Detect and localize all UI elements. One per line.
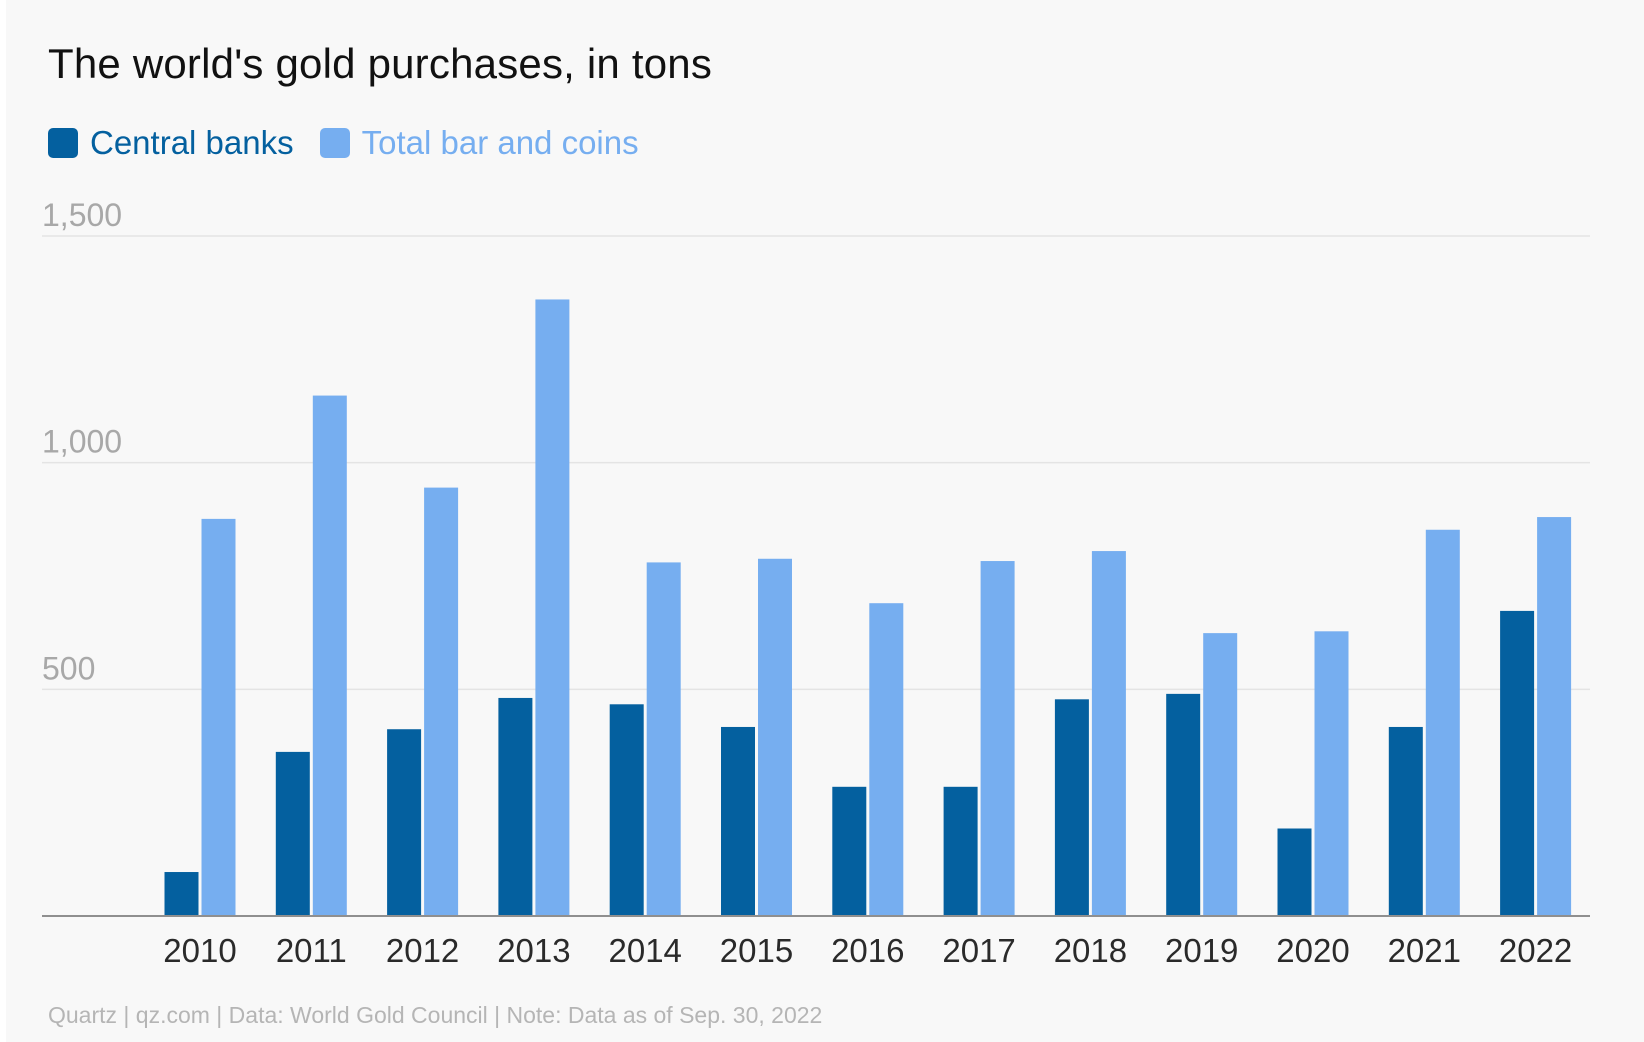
- bar-total-bar-coins-2013: [535, 299, 570, 916]
- bar-total-bar-coins-2018: [1091, 551, 1126, 916]
- bar-central-banks-2022: [1500, 610, 1535, 916]
- legend-swatch-central-banks: [48, 128, 78, 158]
- y-tick-label: 500: [42, 650, 95, 686]
- bar-central-banks-2016: [832, 786, 867, 916]
- bar-central-banks-2020: [1277, 828, 1312, 916]
- x-tick-label-2022: 2022: [1499, 932, 1572, 969]
- x-tick-label-2013: 2013: [497, 932, 570, 969]
- bar-central-banks-2019: [1166, 693, 1201, 916]
- legend-label-total-bar-coins: Total bar and coins: [361, 124, 639, 161]
- bar-central-banks-2018: [1054, 699, 1089, 916]
- bar-total-bar-coins-2015: [758, 558, 792, 916]
- bar-total-bar-coins-2012: [424, 487, 459, 916]
- legend-label-central-banks: Central banks: [90, 124, 294, 161]
- bar-total-bar-coins-2016: [869, 603, 904, 916]
- bar-central-banks-2011: [275, 751, 310, 916]
- x-tick-label-2015: 2015: [720, 932, 793, 969]
- chart-title: The world's gold purchases, in tons: [48, 40, 713, 87]
- x-tick-label-2010: 2010: [163, 932, 236, 969]
- bar-central-banks-2013: [498, 697, 533, 916]
- bar-central-banks-2021: [1388, 726, 1423, 916]
- x-tick-label-2011: 2011: [276, 932, 347, 969]
- x-tick-label-2014: 2014: [608, 932, 681, 969]
- x-tick-label-2018: 2018: [1054, 932, 1127, 969]
- bar-total-bar-coins-2014: [646, 562, 681, 916]
- source-note: Quartz | qz.com | Data: World Gold Counc…: [48, 1002, 823, 1028]
- legend-item-total-bar-coins: Total bar and coins: [319, 124, 639, 162]
- bar-total-bar-coins-2020: [1314, 631, 1349, 916]
- bar-central-banks-2010: [164, 872, 199, 916]
- legend: Central banks Total bar and coins: [48, 124, 665, 162]
- bar-total-bar-coins-2010: [201, 518, 236, 916]
- x-tick-label-2021: 2021: [1388, 932, 1461, 969]
- x-tick-label-2019: 2019: [1165, 932, 1238, 969]
- bar-total-bar-coins-2011: [312, 395, 347, 916]
- bar-total-bar-coins-2022: [1537, 517, 1572, 916]
- bar-central-banks-2015: [721, 726, 755, 916]
- bar-total-bar-coins-2017: [980, 561, 1015, 916]
- bar-central-banks-2012: [387, 729, 422, 916]
- y-tick-label: 1,500: [42, 197, 122, 233]
- bar-total-bar-coins-2019: [1203, 633, 1238, 916]
- bar-total-bar-coins-2021: [1425, 529, 1460, 916]
- x-tick-label-2020: 2020: [1276, 932, 1349, 969]
- bar-central-banks-2014: [609, 704, 644, 916]
- x-tick-label-2017: 2017: [942, 932, 1015, 969]
- legend-swatch-total-bar-coins: [319, 128, 350, 158]
- x-tick-label-2012: 2012: [386, 932, 459, 969]
- bar-central-banks-2017: [943, 786, 978, 916]
- y-tick-label: 1,000: [42, 424, 122, 460]
- x-tick-label-2016: 2016: [831, 932, 904, 969]
- legend-item-central-banks: Central banks: [48, 124, 294, 162]
